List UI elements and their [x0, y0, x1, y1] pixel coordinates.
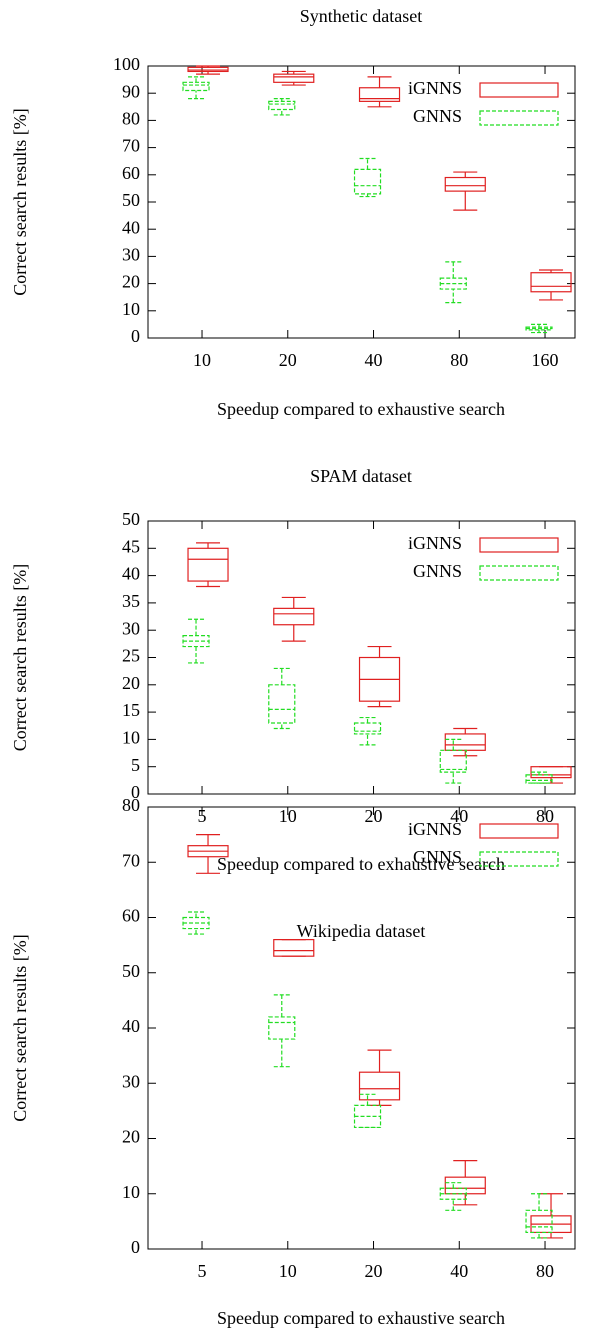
- x-tick-label: 80: [450, 350, 468, 370]
- legend-label: GNNS: [413, 847, 462, 867]
- y-tick-label: 35: [122, 591, 140, 611]
- y-tick-label: 25: [122, 646, 140, 666]
- y-tick-label: 100: [113, 54, 140, 74]
- legend-label: GNNS: [413, 106, 462, 126]
- x-tick-label: 5: [198, 1261, 207, 1281]
- x-tick-label: 80: [536, 1261, 554, 1281]
- y-tick-label: 20: [122, 1127, 140, 1147]
- x-tick-label: 10: [279, 1261, 297, 1281]
- y-tick-label: 10: [122, 1182, 140, 1202]
- y-tick-label: 30: [122, 1071, 140, 1091]
- x-tick-label: 10: [279, 806, 297, 826]
- y-tick-label: 10: [122, 728, 140, 748]
- box: [525, 774, 553, 784]
- legend-label: iGNNS: [408, 78, 462, 98]
- x-tick-label: 20: [279, 350, 297, 370]
- x-tick-label: 40: [450, 806, 468, 826]
- y-tick-label: 50: [122, 190, 140, 210]
- x-tick-label: 20: [365, 1261, 383, 1281]
- box: [444, 176, 486, 192]
- box: [439, 749, 467, 773]
- y-tick-label: 70: [122, 850, 140, 870]
- legend-label: GNNS: [413, 561, 462, 581]
- x-tick-label: 160: [532, 350, 559, 370]
- box: [187, 66, 229, 73]
- box: [358, 87, 401, 102]
- y-tick-label: 50: [122, 509, 140, 529]
- box: [273, 938, 315, 957]
- y-tick-label: 20: [122, 272, 140, 292]
- y-tick-label: 0: [131, 326, 140, 346]
- y-tick-label: 30: [122, 618, 140, 638]
- x-axis-label: Speedup compared to exhaustive search: [217, 854, 505, 874]
- box: [268, 1016, 296, 1040]
- y-tick-label: 10: [122, 299, 140, 319]
- box: [187, 547, 229, 582]
- chart-title: SPAM dataset: [310, 466, 412, 486]
- y-tick-label: 45: [122, 536, 140, 556]
- box: [268, 684, 296, 724]
- legend-swatch: [479, 851, 559, 867]
- y-tick-label: 40: [122, 564, 140, 584]
- y-tick-label: 30: [122, 245, 140, 265]
- y-tick-label: 0: [131, 1237, 140, 1257]
- y-axis-label: Correct search results [%]: [10, 108, 30, 295]
- box: [444, 733, 486, 751]
- box: [444, 1176, 486, 1195]
- y-tick-label: 5: [131, 755, 140, 775]
- x-tick-label: 20: [365, 806, 383, 826]
- box: [353, 168, 382, 195]
- y-tick-label: 0: [131, 782, 140, 802]
- y-tick-label: 80: [122, 795, 140, 815]
- y-tick-label: 20: [122, 673, 140, 693]
- y-tick-label: 60: [122, 906, 140, 926]
- y-tick-label: 90: [122, 81, 140, 101]
- legend-swatch: [479, 82, 559, 98]
- box: [273, 73, 315, 83]
- box: [525, 1209, 553, 1234]
- x-tick-label: 5: [198, 806, 207, 826]
- x-tick-label: 40: [365, 350, 383, 370]
- legend-swatch: [479, 823, 559, 839]
- legend-swatch: [479, 537, 559, 553]
- x-axis-label: Speedup compared to exhaustive search: [217, 399, 505, 419]
- x-tick-label: 80: [536, 806, 554, 826]
- legend-swatch: [479, 110, 559, 126]
- y-tick-label: 70: [122, 136, 140, 156]
- y-tick-label: 50: [122, 961, 140, 981]
- y-tick-label: 40: [122, 217, 140, 237]
- y-tick-label: 80: [122, 109, 140, 129]
- legend-swatch: [479, 565, 559, 581]
- box: [530, 272, 572, 293]
- box: [353, 722, 382, 735]
- box: [182, 81, 210, 92]
- legend-label: iGNNS: [408, 533, 462, 553]
- y-tick-label: 60: [122, 163, 140, 183]
- x-tick-label: 40: [450, 1261, 468, 1281]
- x-tick-label: 10: [193, 350, 211, 370]
- x-axis-label: Speedup compared to exhaustive search: [217, 1308, 505, 1328]
- y-tick-label: 40: [122, 1016, 140, 1036]
- y-axis-label: Correct search results [%]: [10, 564, 30, 751]
- y-axis-label: Correct search results [%]: [10, 934, 30, 1121]
- chart-title: Wikipedia dataset: [297, 921, 426, 941]
- box: [358, 1071, 401, 1101]
- box: [273, 607, 315, 626]
- plot-frame: [147, 65, 576, 339]
- chart-title: Synthetic dataset: [300, 6, 422, 26]
- y-tick-label: 15: [122, 700, 140, 720]
- legend-label: iGNNS: [408, 819, 462, 839]
- box: [268, 100, 296, 111]
